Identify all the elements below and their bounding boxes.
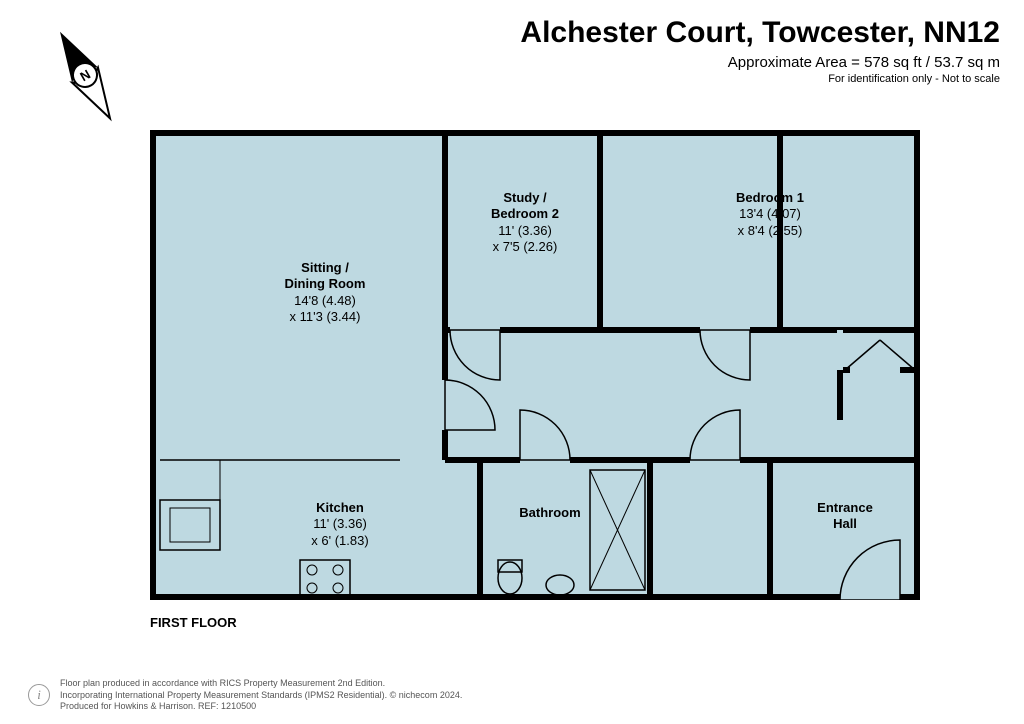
room-dim: x 6' (1.83) [280, 533, 400, 549]
room-name: Entrance Hall [785, 500, 905, 533]
room-dim: 11' (3.36) [470, 223, 580, 239]
room-sitting: Sitting / Dining Room 14'8 (4.48) x 11'3… [245, 260, 405, 325]
floor-label: FIRST FLOOR [150, 615, 237, 630]
room-bathroom: Bathroom [490, 505, 610, 521]
title-area: Alchester Court, Towcester, NN12 Approxi… [520, 16, 1000, 85]
footer-line: Incorporating International Property Mea… [60, 690, 462, 701]
info-icon: i [28, 684, 50, 706]
floor-plan: Sitting / Dining Room 14'8 (4.48) x 11'3… [150, 130, 920, 605]
footer-line: Produced for Howkins & Harrison. REF: 12… [60, 701, 462, 712]
room-dim: x 8'4 (2.55) [705, 223, 835, 239]
area-line: Approximate Area = 578 sq ft / 53.7 sq m [520, 54, 1000, 71]
room-kitchen: Kitchen 11' (3.36) x 6' (1.83) [280, 500, 400, 549]
compass: N [40, 20, 130, 135]
room-name: Bedroom 1 [705, 190, 835, 206]
room-dim: x 11'3 (3.44) [245, 309, 405, 325]
room-dim: 11' (3.36) [280, 516, 400, 532]
page-title: Alchester Court, Towcester, NN12 [520, 16, 1000, 50]
scale-note: For identification only - Not to scale [520, 73, 1000, 85]
room-name: Kitchen [280, 500, 400, 516]
room-dim: 14'8 (4.48) [245, 293, 405, 309]
room-name: Sitting / Dining Room [245, 260, 405, 293]
floor-plan-page: { "header": { "title": "Alchester Court,… [0, 0, 1024, 724]
room-name: Study / Bedroom 2 [470, 190, 580, 223]
footer-line: Floor plan produced in accordance with R… [60, 678, 462, 689]
room-dim: x 7'5 (2.26) [470, 239, 580, 255]
footer-text: Floor plan produced in accordance with R… [60, 678, 462, 712]
room-bedroom1: Bedroom 1 13'4 (4.07) x 8'4 (2.55) [705, 190, 835, 239]
room-name: Bathroom [490, 505, 610, 521]
room-entrance: Entrance Hall [785, 500, 905, 533]
room-dim: 13'4 (4.07) [705, 206, 835, 222]
room-study: Study / Bedroom 2 11' (3.36) x 7'5 (2.26… [470, 190, 580, 255]
